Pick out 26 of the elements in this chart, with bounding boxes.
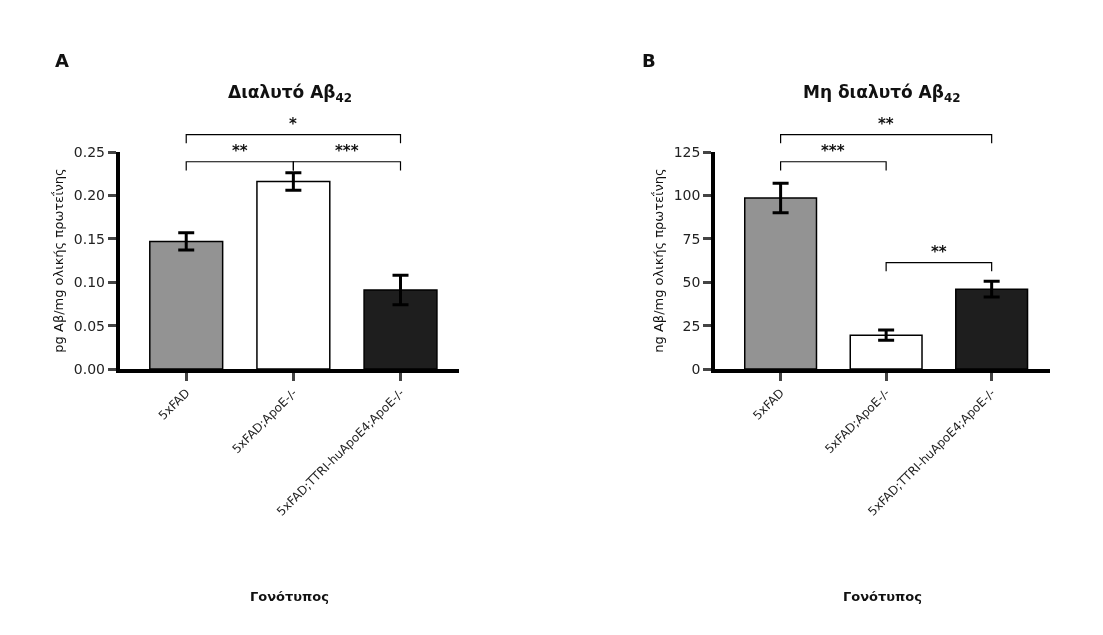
y-tick-label: 0.10: [73, 274, 105, 291]
annotation: ***: [821, 142, 845, 160]
text: A: [55, 50, 69, 71]
y-tick-label: 0.25: [73, 143, 105, 160]
y-tick-label: 0.05: [73, 317, 105, 334]
y-tick-label: 75: [682, 230, 701, 247]
y-axis-title: ng Aβ/mg ολικής πρωτεΐνης: [651, 168, 667, 353]
text: *: [289, 115, 297, 133]
annotation: ***: [335, 142, 359, 160]
y-tick-label: 50: [682, 274, 701, 291]
x-axis-title: Γονότυπος: [843, 589, 922, 604]
y-tick-label: 0.20: [73, 187, 105, 204]
text: B: [642, 50, 656, 71]
text: **: [878, 115, 894, 133]
annotation: **: [232, 142, 248, 160]
y-tick-label: 0.15: [73, 230, 105, 247]
chart-title: Μη διαλυτό Αβ$_{42}$: [803, 82, 961, 105]
annotation: **: [931, 243, 947, 261]
chart-title: Διαλυτό Αβ$_{42}$: [228, 82, 353, 105]
y-tick-label: 100: [673, 187, 701, 204]
y-tick-label: 0.00: [73, 360, 105, 377]
y-tick-label: 125: [673, 143, 701, 160]
y-tick-label: 25: [682, 317, 701, 334]
y-tick-label: 0: [691, 360, 701, 377]
x-axis-title: Γονότυπος: [250, 589, 329, 604]
y-axis-title: pg Aβ/mg ολικής πρωτεΐνης: [51, 168, 67, 353]
